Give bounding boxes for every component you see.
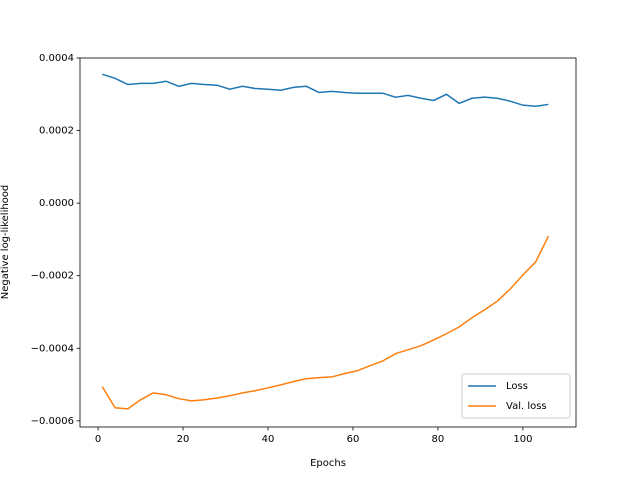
x-axis-label: Epochs	[310, 458, 346, 469]
x-tick-label: 20	[177, 434, 190, 445]
x-tick-label: 40	[262, 434, 275, 445]
y-tick-label: 0.0002	[39, 126, 74, 137]
legend: Loss Val. loss	[461, 373, 571, 419]
x-tick-label: 100	[513, 434, 532, 445]
series-line	[102, 73, 549, 108]
plot-frame	[79, 57, 577, 428]
y-axis-label: Negative log-likelihood	[0, 185, 11, 300]
legend-label: Val. loss	[506, 401, 547, 412]
y-tick-label: −0.0004	[31, 343, 74, 354]
x-tick-label: 80	[432, 434, 445, 445]
x-tick-label: 60	[347, 434, 360, 445]
y-tick-label: −0.0002	[31, 271, 74, 282]
legend-label: Loss	[506, 381, 528, 392]
series-line	[101, 235, 550, 410]
x-tick-label: 0	[95, 434, 101, 445]
y-tick-label: −0.0006	[31, 416, 74, 427]
y-tick-label: 0.0000	[39, 198, 74, 209]
legend-box	[461, 373, 571, 419]
y-tick-label: 0.0004	[39, 53, 74, 64]
